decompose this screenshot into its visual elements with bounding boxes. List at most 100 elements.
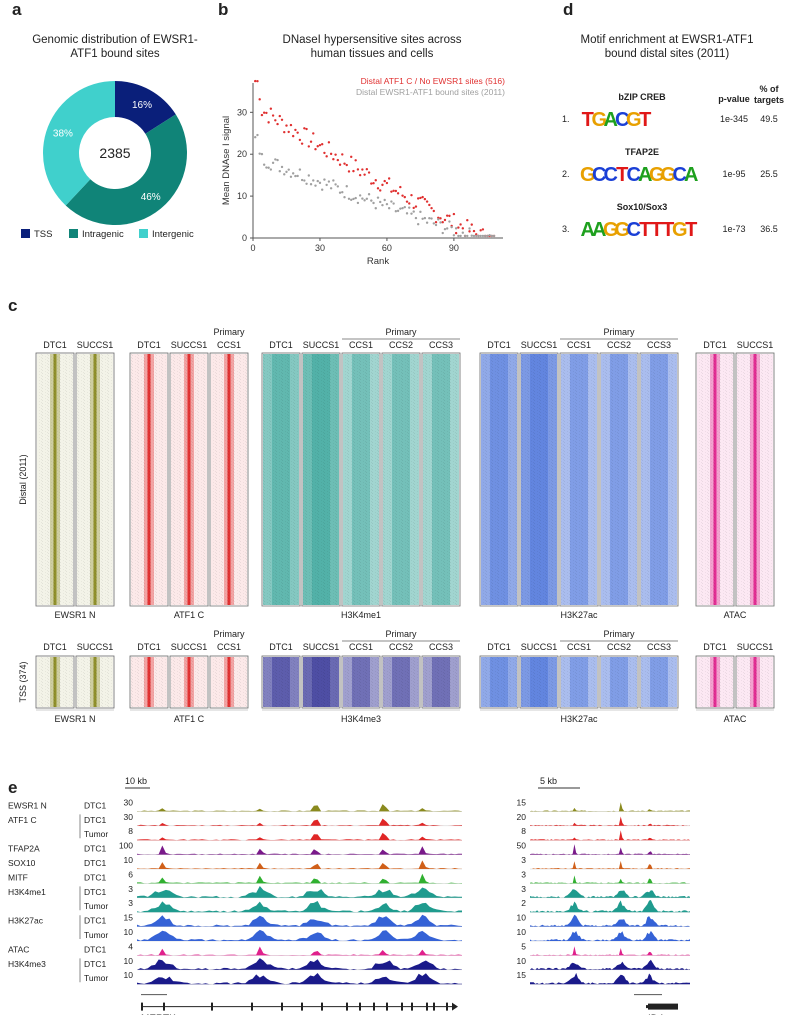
group-label: H3K4me3: [341, 714, 381, 724]
heatmap-texture: [737, 354, 773, 605]
donut-slice-tss: [115, 81, 176, 134]
sample-label: SUCCS1: [737, 340, 774, 350]
sample-label: SUCCS1: [171, 340, 208, 350]
track-group-label: H3K4me3: [8, 959, 46, 969]
legend-label: Intragenic: [82, 229, 124, 240]
signal-track-left: [137, 818, 462, 826]
scatter-point: [394, 189, 398, 193]
track-max-left: 3: [128, 884, 133, 894]
signal-track-left: [137, 886, 462, 898]
signal-track-left: [137, 845, 462, 855]
signal-track-left: [137, 804, 462, 812]
scatter-point: [303, 179, 306, 182]
y-tick-label: 20: [237, 149, 247, 159]
scatter-point: [374, 179, 377, 182]
scatter-point: [262, 111, 266, 114]
group-label: ATF1 C: [174, 714, 205, 724]
scatter-point: [312, 179, 315, 182]
track-group-label: TFAP2A: [8, 844, 40, 854]
scatter-point: [385, 202, 389, 206]
scatter-point: [379, 200, 382, 204]
scatter-point: [278, 170, 281, 173]
scatter-point: [345, 163, 348, 167]
scatter-point: [479, 229, 482, 232]
scatter-point: [332, 158, 335, 161]
scatter-point: [466, 219, 469, 222]
scatter-point: [271, 161, 275, 165]
donut-slice-intergenic: [42, 81, 115, 206]
scatter-point: [428, 217, 431, 220]
motif-letter: A: [581, 219, 595, 241]
scatter-point: [316, 179, 319, 183]
exon: [411, 1002, 413, 1011]
scatter-point: [291, 134, 295, 138]
donut-label: 38%: [53, 128, 73, 139]
track-max-right: 10: [517, 927, 527, 937]
scatter-point: [258, 152, 261, 155]
track-sample-label: DTC1: [84, 858, 106, 868]
scatter-point: [287, 168, 290, 171]
scatter-point: [399, 185, 402, 189]
donut-label: 16%: [132, 100, 152, 111]
scatter-point: [432, 209, 436, 213]
motif-number: 2.: [562, 169, 570, 179]
motif-targets: 25.5: [760, 169, 778, 179]
x-axis-label: Rank: [367, 256, 389, 267]
scatter-point: [475, 234, 478, 238]
scatter-point: [454, 231, 458, 235]
motif-letter: A: [684, 164, 698, 186]
sample-label: DTC1: [487, 642, 511, 652]
donut-center-count: 2385: [99, 145, 130, 161]
scatter-point: [419, 210, 422, 214]
signal-track-right: [530, 830, 690, 841]
scatter-point: [269, 107, 273, 110]
scatter-point: [291, 172, 295, 175]
signal-track-right: [530, 959, 690, 970]
heatmap-texture: [697, 657, 733, 707]
sample-label: DTC1: [137, 340, 161, 350]
scatter-point: [265, 166, 268, 169]
scatter-point: [271, 114, 275, 117]
legend-label: TSS: [34, 229, 52, 240]
signal-track-left: [137, 860, 462, 869]
scatter-point: [445, 227, 449, 230]
scatter-point: [338, 191, 342, 194]
scatter-point: [390, 200, 393, 203]
track-group-label: H3K27ac: [8, 916, 44, 926]
motif-number: 3.: [562, 224, 570, 234]
scatter-point: [432, 222, 436, 225]
motif-letter: C: [673, 164, 687, 186]
scatter-point: [434, 221, 438, 224]
scatter-point: [383, 198, 386, 202]
scatter-point: [314, 184, 317, 187]
motif-letter: C: [615, 109, 629, 131]
scatter-point: [419, 196, 422, 200]
col-pvalue-header: p-value: [718, 94, 750, 104]
heatmap-texture: [423, 657, 459, 707]
track-max-left: 30: [124, 812, 134, 822]
heatmap-texture: [383, 354, 419, 605]
scatter-point: [439, 217, 442, 220]
scatter-point: [347, 170, 351, 173]
scatter-point: [300, 142, 304, 145]
scatter-point: [396, 192, 400, 195]
scatter-point: [352, 169, 355, 173]
y-tick-label: 10: [237, 191, 247, 201]
scatter-point: [367, 171, 371, 174]
scatter-point: [316, 145, 319, 148]
sample-label: DTC1: [269, 642, 293, 652]
scatter-point: [347, 197, 351, 200]
signal-track-right: [530, 914, 690, 927]
scatter-point: [354, 196, 357, 200]
track-sample-label: DTC1: [84, 872, 106, 882]
scatter-point: [285, 170, 288, 174]
track-max-left: 30: [124, 797, 134, 807]
sample-label: DTC1: [703, 340, 727, 350]
signal-track-right: [530, 972, 690, 985]
scatter-point: [470, 234, 473, 237]
signal-track-right: [530, 844, 690, 855]
scatter-point: [472, 229, 476, 233]
scatter-point: [285, 124, 288, 127]
scatter-point: [329, 187, 333, 190]
exon: [386, 1002, 388, 1011]
